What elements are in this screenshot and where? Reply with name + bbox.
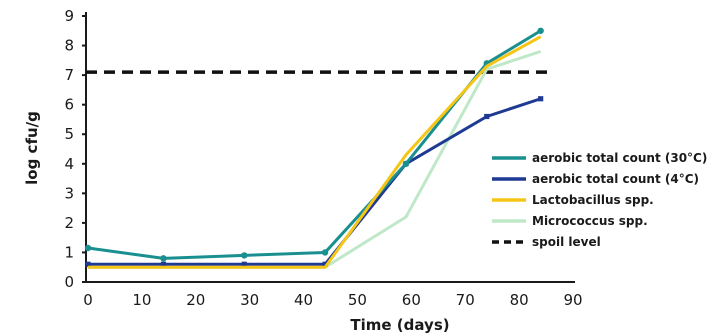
- data-point: [484, 113, 490, 120]
- y-tick-label: 7: [64, 66, 74, 84]
- legend-label: Lactobacillus spp.: [532, 193, 654, 207]
- data-point: [85, 261, 91, 267]
- data-point: [538, 96, 544, 102]
- y-tick-label: 6: [64, 96, 74, 114]
- y-tick-label: 3: [64, 184, 74, 202]
- legend-item: spoil level: [492, 235, 601, 249]
- legend-item: aerobic total count (4°C): [492, 172, 699, 186]
- data-point: [241, 261, 247, 267]
- x-tick-label: 40: [294, 291, 313, 309]
- data-point: [402, 160, 410, 167]
- x-tick-label: 80: [510, 291, 529, 309]
- series-0: [84, 27, 544, 262]
- y-tick-label: 9: [64, 7, 74, 25]
- x-tick-label: 10: [132, 291, 151, 309]
- y-tick-label: 8: [64, 37, 74, 55]
- legend-label: Micrococcus spp.: [532, 214, 648, 228]
- x-tick-label: 60: [402, 291, 421, 309]
- y-tick-label: 2: [64, 214, 74, 232]
- ticks-layer: 0 10 20 30 40 50 60 70 80 90 0 1 2 3 4 5 6 7 8 9: [64, 7, 582, 309]
- legend-label: aerobic total count (4°C): [532, 172, 699, 186]
- data-point: [241, 252, 248, 259]
- data-point: [84, 244, 92, 252]
- x-tick-label: 70: [456, 291, 475, 309]
- series-line: [88, 35, 542, 269]
- y-tick-label: 4: [64, 155, 74, 173]
- series-layer: [84, 27, 544, 269]
- y-tick-label: 0: [64, 273, 74, 291]
- legend: aerobic total count (30°C) aerobic total …: [492, 151, 707, 249]
- x-tick-label: 0: [83, 291, 93, 309]
- y-tick-label: 5: [64, 125, 74, 143]
- x-tick-label: 20: [186, 291, 205, 309]
- data-point: [160, 261, 167, 267]
- x-tick-label: 90: [563, 291, 582, 309]
- series-line: [87, 29, 542, 260]
- data-point: [322, 261, 328, 267]
- legend-item: aerobic total count (30°C): [492, 151, 707, 165]
- x-tick-label: 50: [348, 291, 367, 309]
- legend-item: Lactobacillus spp.: [492, 193, 654, 207]
- x-axis-title: Time (days): [350, 316, 449, 334]
- x-tick-label: 30: [240, 291, 259, 309]
- legend-label: aerobic total count (30°C): [532, 151, 707, 165]
- series-2: [88, 35, 542, 269]
- y-axis-title: log cfu/g: [23, 111, 41, 185]
- series-line: [88, 97, 542, 266]
- data-point: [160, 255, 167, 262]
- data-point: [321, 249, 329, 256]
- series-1: [85, 96, 544, 267]
- y-tick-label: 1: [64, 243, 74, 261]
- data-point: [537, 27, 544, 34]
- legend-item: Micrococcus spp.: [492, 214, 648, 228]
- legend-label: spoil level: [532, 235, 601, 249]
